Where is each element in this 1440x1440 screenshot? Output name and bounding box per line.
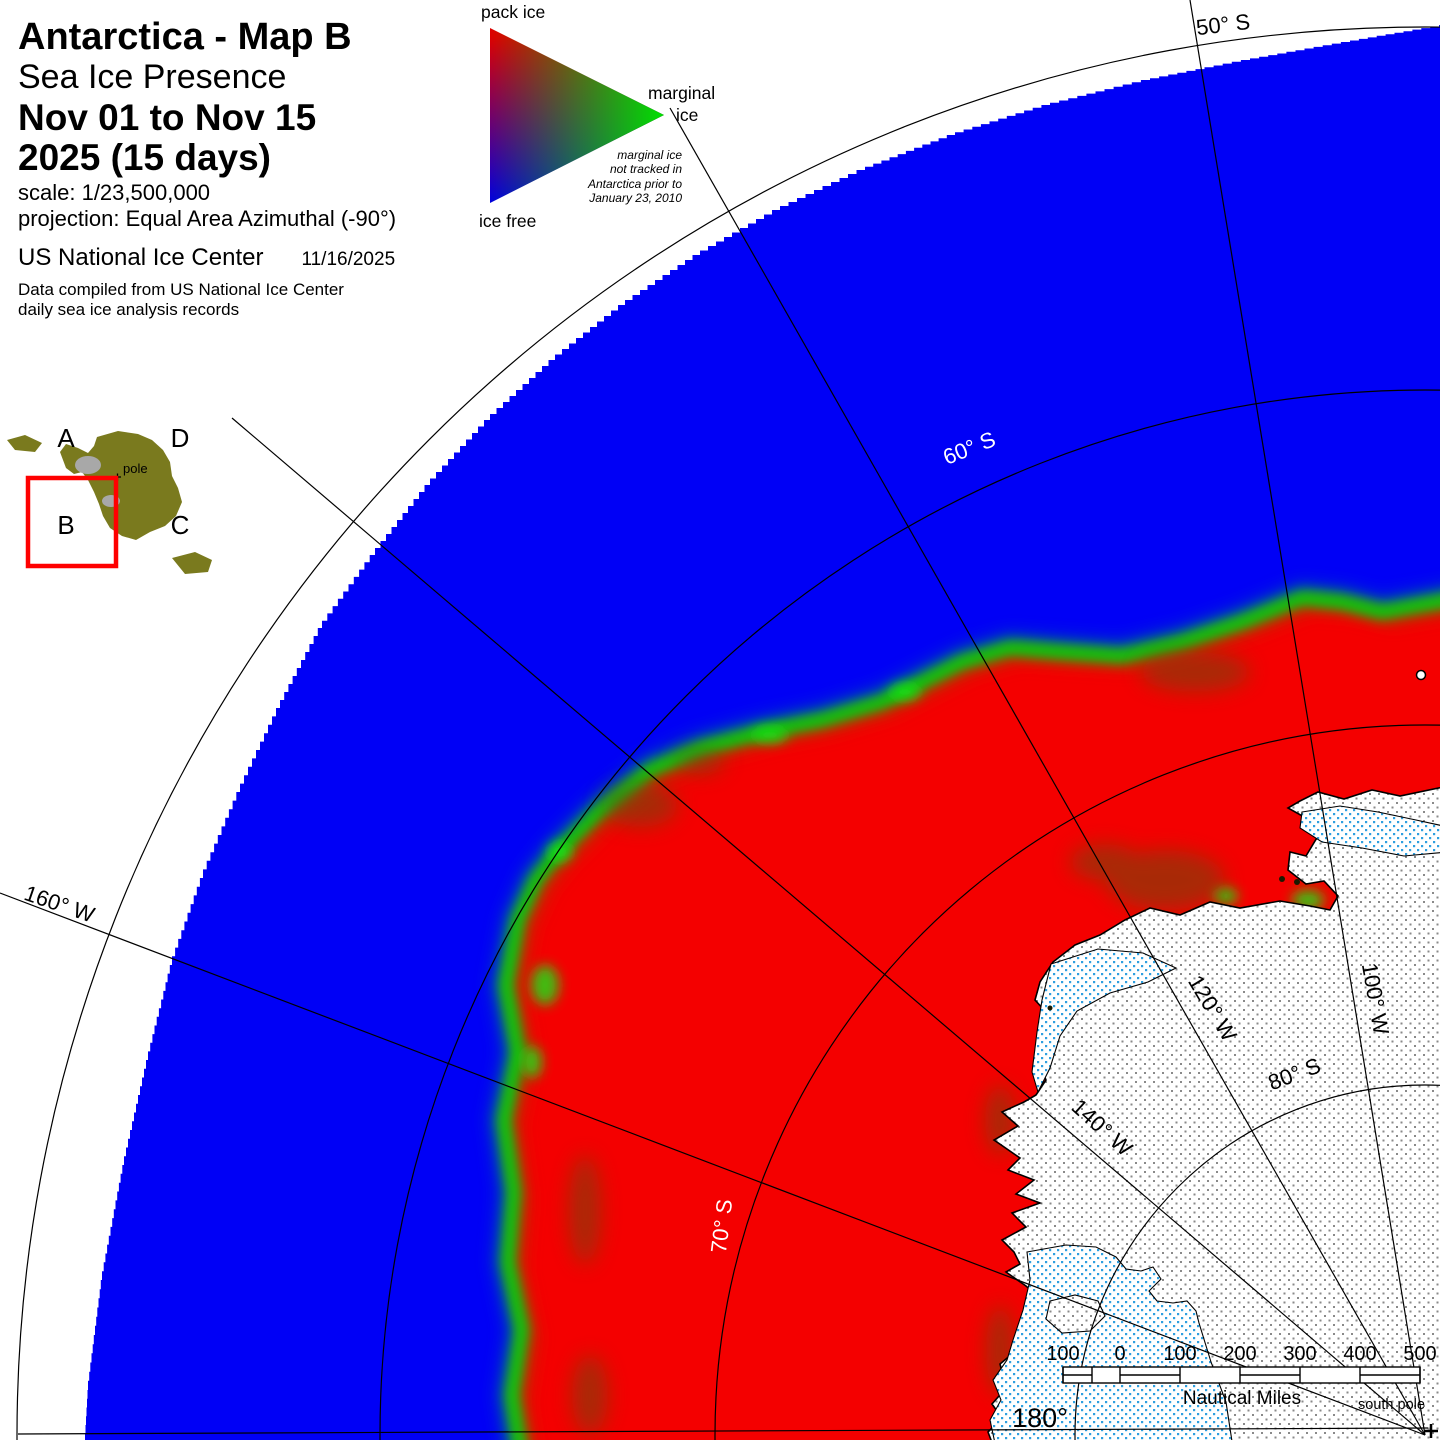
issue-date: 11/16/2025 (301, 249, 396, 270)
legend-marginal-label-2: ice (676, 105, 698, 125)
grounded-island (1045, 1294, 1106, 1334)
inset-label-c: C (171, 510, 190, 540)
map-title: Antarctica - Map B (18, 16, 352, 58)
date-range: Nov 01 to Nov 15 (18, 97, 317, 138)
inset-land-southeast (172, 552, 212, 574)
parallel-70s (714, 724, 1440, 1440)
meridian-120w (669, 107, 1426, 1436)
agency-name: US National Ice Center (18, 244, 264, 271)
coastal-islands (1047, 876, 1300, 1011)
data-source-line2: daily sea ice analysis records (18, 300, 240, 320)
data-source-note: Data compiled from US National Ice Cente… (18, 280, 344, 321)
south-pole-marker-icon (1424, 1424, 1438, 1438)
agency-line: US National Ice Center 11/16/2025 (18, 244, 395, 272)
legend-pack-ice-label: pack ice (481, 2, 545, 22)
map-subtitle: Sea Ice Presence (18, 58, 287, 96)
meridian-140w (231, 417, 1426, 1436)
scale-bar-value: 0 (1114, 1343, 1125, 1365)
scale-bar-value: 300 (1283, 1343, 1316, 1365)
legend-note-line: January 23, 2010 (588, 191, 682, 205)
inset-label-d: D (171, 423, 190, 453)
scale-bar-value: 500 (1403, 1343, 1436, 1365)
scale-bar-value: 100 (1163, 1343, 1196, 1365)
map-scale-text: scale: 1/23,500,000 (18, 180, 211, 205)
meridian-160w (0, 892, 1426, 1436)
inset-label-b: B (57, 510, 74, 540)
meridian-100w (1189, 0, 1426, 1436)
legend-note-line: Antarctica prior to (587, 177, 682, 191)
scale-bar: 100 0 100 200 300 400 500 (1046, 1343, 1437, 1384)
ice-shelves (989, 805, 1440, 1440)
legend-note-line: not tracked in (610, 162, 682, 176)
scale-bar-value: 100 (1046, 1343, 1079, 1365)
scale-bar-unit: Nautical Miles (1183, 1388, 1301, 1409)
legend-triangle-green-overlay (490, 28, 664, 203)
south-pole-label: south pole (1358, 1397, 1425, 1413)
meridian-180 (17, 1427, 1429, 1435)
legend-ice-free-label: ice free (479, 211, 536, 231)
legend-note: marginal ice not tracked in Antarctica p… (587, 148, 682, 205)
legend: pack ice marginal ice ice free marginal … (479, 2, 715, 231)
ice-shelf-mid-coast (1031, 948, 1178, 1094)
inset-pole-label: pole (123, 461, 148, 476)
ice-shelf-northeast (1299, 805, 1440, 857)
locator-inset: pole A D B C (7, 423, 212, 574)
parallel-60s (379, 389, 1440, 1440)
parallel-80s (1074, 1084, 1440, 1440)
legend-note-line: marginal ice (617, 148, 682, 162)
graticule-label: 180° (1012, 1403, 1068, 1433)
bright-marginal-patches (522, 684, 1438, 1078)
year-duration: 2025 (15 days) (18, 137, 272, 178)
island (1415, 669, 1427, 681)
data-source-line1: Data compiled from US National Ice Cente… (18, 280, 344, 299)
ice-shelf-ross (989, 1244, 1233, 1440)
scale-bar-value: 200 (1223, 1343, 1256, 1365)
inset-shelf-gray-1 (75, 456, 101, 474)
inset-label-a: A (57, 423, 75, 453)
inset-map-b-extent-box (25, 475, 119, 569)
legend-marginal-label-1: marginal (648, 83, 715, 103)
scale-bar-value: 400 (1343, 1343, 1376, 1365)
inset-land-west (7, 435, 42, 452)
map-projection-text: projection: Equal Area Azimuthal (-90°) (18, 206, 397, 231)
inset-quadrant-labels: A D B C (57, 423, 189, 540)
parallel-50s (16, 26, 1440, 1440)
